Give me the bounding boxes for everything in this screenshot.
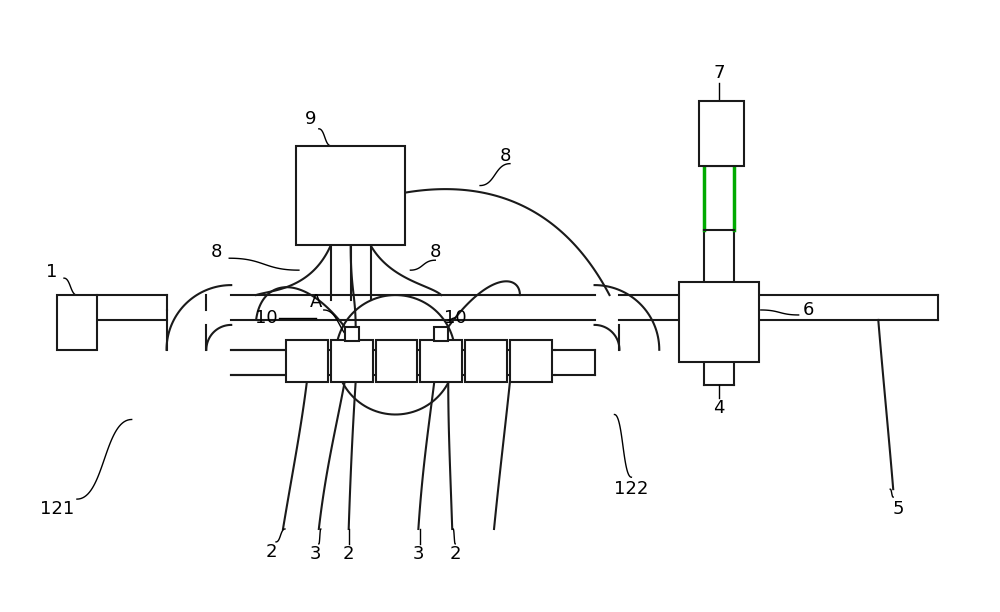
Text: 2: 2	[343, 545, 354, 563]
Text: 8: 8	[430, 243, 441, 261]
Bar	[420, 340, 462, 382]
Text: 1: 1	[46, 263, 58, 281]
Bar	[679, 282, 759, 362]
Text: 121: 121	[40, 500, 74, 518]
Bar	[331, 340, 373, 382]
Bar	[434, 327, 448, 341]
Bar	[286, 340, 328, 382]
Bar	[57, 295, 97, 350]
Bar	[376, 340, 417, 382]
Text: 3: 3	[310, 545, 322, 563]
Bar	[699, 101, 744, 166]
Text: 9: 9	[305, 110, 317, 128]
Text: 10: 10	[444, 309, 467, 327]
Bar	[465, 340, 507, 382]
Text: 2: 2	[265, 543, 277, 561]
Text: 7: 7	[713, 64, 725, 82]
Bar	[345, 327, 359, 341]
Text: 4: 4	[713, 398, 725, 417]
Text: 8: 8	[499, 147, 511, 165]
Text: 2: 2	[449, 545, 461, 563]
Text: 5: 5	[892, 500, 904, 518]
Text: 122: 122	[614, 480, 649, 498]
Bar	[510, 340, 552, 382]
Text: 3: 3	[413, 545, 424, 563]
Bar	[296, 146, 405, 245]
Text: A: A	[310, 293, 322, 311]
Text: 10: 10	[255, 309, 277, 327]
Text: 8: 8	[211, 243, 222, 261]
Text: 6: 6	[803, 301, 814, 319]
